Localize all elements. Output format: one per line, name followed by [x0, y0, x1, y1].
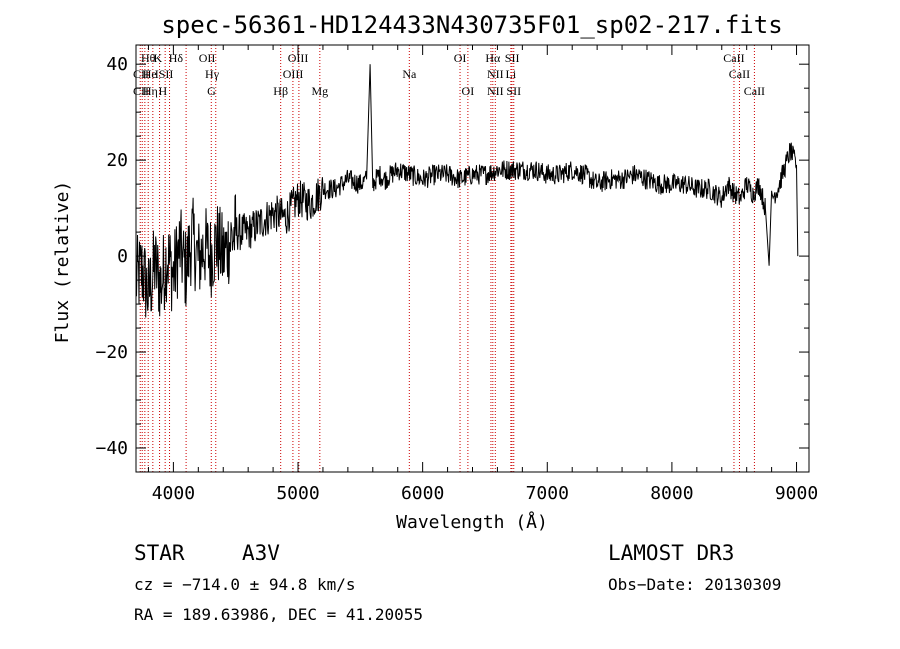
redshift-cz: cz = −714.0 ± 94.8 km/s — [134, 575, 356, 594]
line-label-row2-5: Na — [402, 67, 417, 81]
line-label-row1-4: OIII — [288, 51, 309, 65]
y-tick-label-3: 20 — [106, 150, 128, 171]
line-label-row1-1: K — [153, 51, 162, 65]
x-tick-label-3: 7000 — [526, 483, 569, 504]
line-label-row1-0: Hθ — [141, 51, 156, 65]
line-label-row2-0: CII — [133, 67, 149, 81]
x-tick-label-5: 9000 — [775, 483, 818, 504]
y-tick-label-1: −20 — [95, 342, 128, 363]
y-axis-label: Flux (relative) — [52, 181, 73, 344]
line-label-row3-1: Hη — [143, 84, 158, 98]
x-tick-label-0: 4000 — [152, 483, 195, 504]
line-label-row2-6: NII — [487, 67, 504, 81]
x-tick-label-4: 8000 — [650, 483, 693, 504]
line-label-row1-7: SII — [505, 51, 520, 65]
line-label-row2-1: He — [143, 67, 157, 81]
axes: 4000 5000 6000 7000 8000 9000 −40 −20 0 20 40 CaII C… — [95, 44, 818, 504]
survey-name: LAMOST DR3 — [608, 541, 734, 565]
line-label-row1-6: Hα — [485, 51, 501, 65]
line-label-row2-7: Li — [506, 67, 517, 81]
line-markers — [139, 45, 755, 472]
line-label-row1-2: Hδ — [169, 51, 184, 65]
line-label-row3-7: NII — [487, 84, 504, 98]
line-label-row3-8: SII — [506, 84, 521, 98]
y-tick-label-0: −40 — [95, 438, 128, 459]
coordinates: RA = 189.63986, DEC = 41.20055 — [134, 605, 423, 624]
y-tick-label-2: 0 — [117, 246, 128, 267]
line-label-row3-0: CII — [133, 84, 149, 98]
line-label-row2-2: ISII — [155, 67, 174, 81]
line-label-row3-4: Hβ — [273, 84, 288, 98]
observation-date: Obs−Date: 20130309 — [608, 575, 781, 594]
line-label-row2-4: OIII — [283, 67, 304, 81]
line-label-row3-3: G — [207, 84, 216, 98]
line-label-row3-6: OI — [462, 84, 475, 98]
line-label-row2-8: CaII — [729, 67, 750, 81]
plot-frame — [135, 44, 810, 473]
star-class: STAR — [134, 541, 185, 565]
line-label-row1-5: OI — [454, 51, 467, 65]
chart-title: spec-56361-HD124433N430735F01_sp02-217.f… — [161, 11, 782, 39]
y-tick-label-4: 40 — [106, 54, 128, 75]
line-label-row3-2: H — [158, 84, 167, 98]
line-label-row1-8: CaII — [723, 51, 744, 65]
line-label-row3-5: Mg — [311, 84, 328, 98]
x-tick-label-1: 5000 — [276, 483, 319, 504]
line-label-row1-3: OII — [199, 51, 216, 65]
star-subclass: A3V — [242, 541, 280, 565]
spectrum-series — [135, 64, 799, 318]
x-axis-label: Wavelength (Å) — [396, 511, 548, 533]
spectrum-line — [135, 64, 799, 318]
x-tick-label-2: 6000 — [401, 483, 444, 504]
line-label-row3-9: CaII — [744, 84, 765, 98]
line-label-row2-3: Hγ — [205, 67, 220, 81]
